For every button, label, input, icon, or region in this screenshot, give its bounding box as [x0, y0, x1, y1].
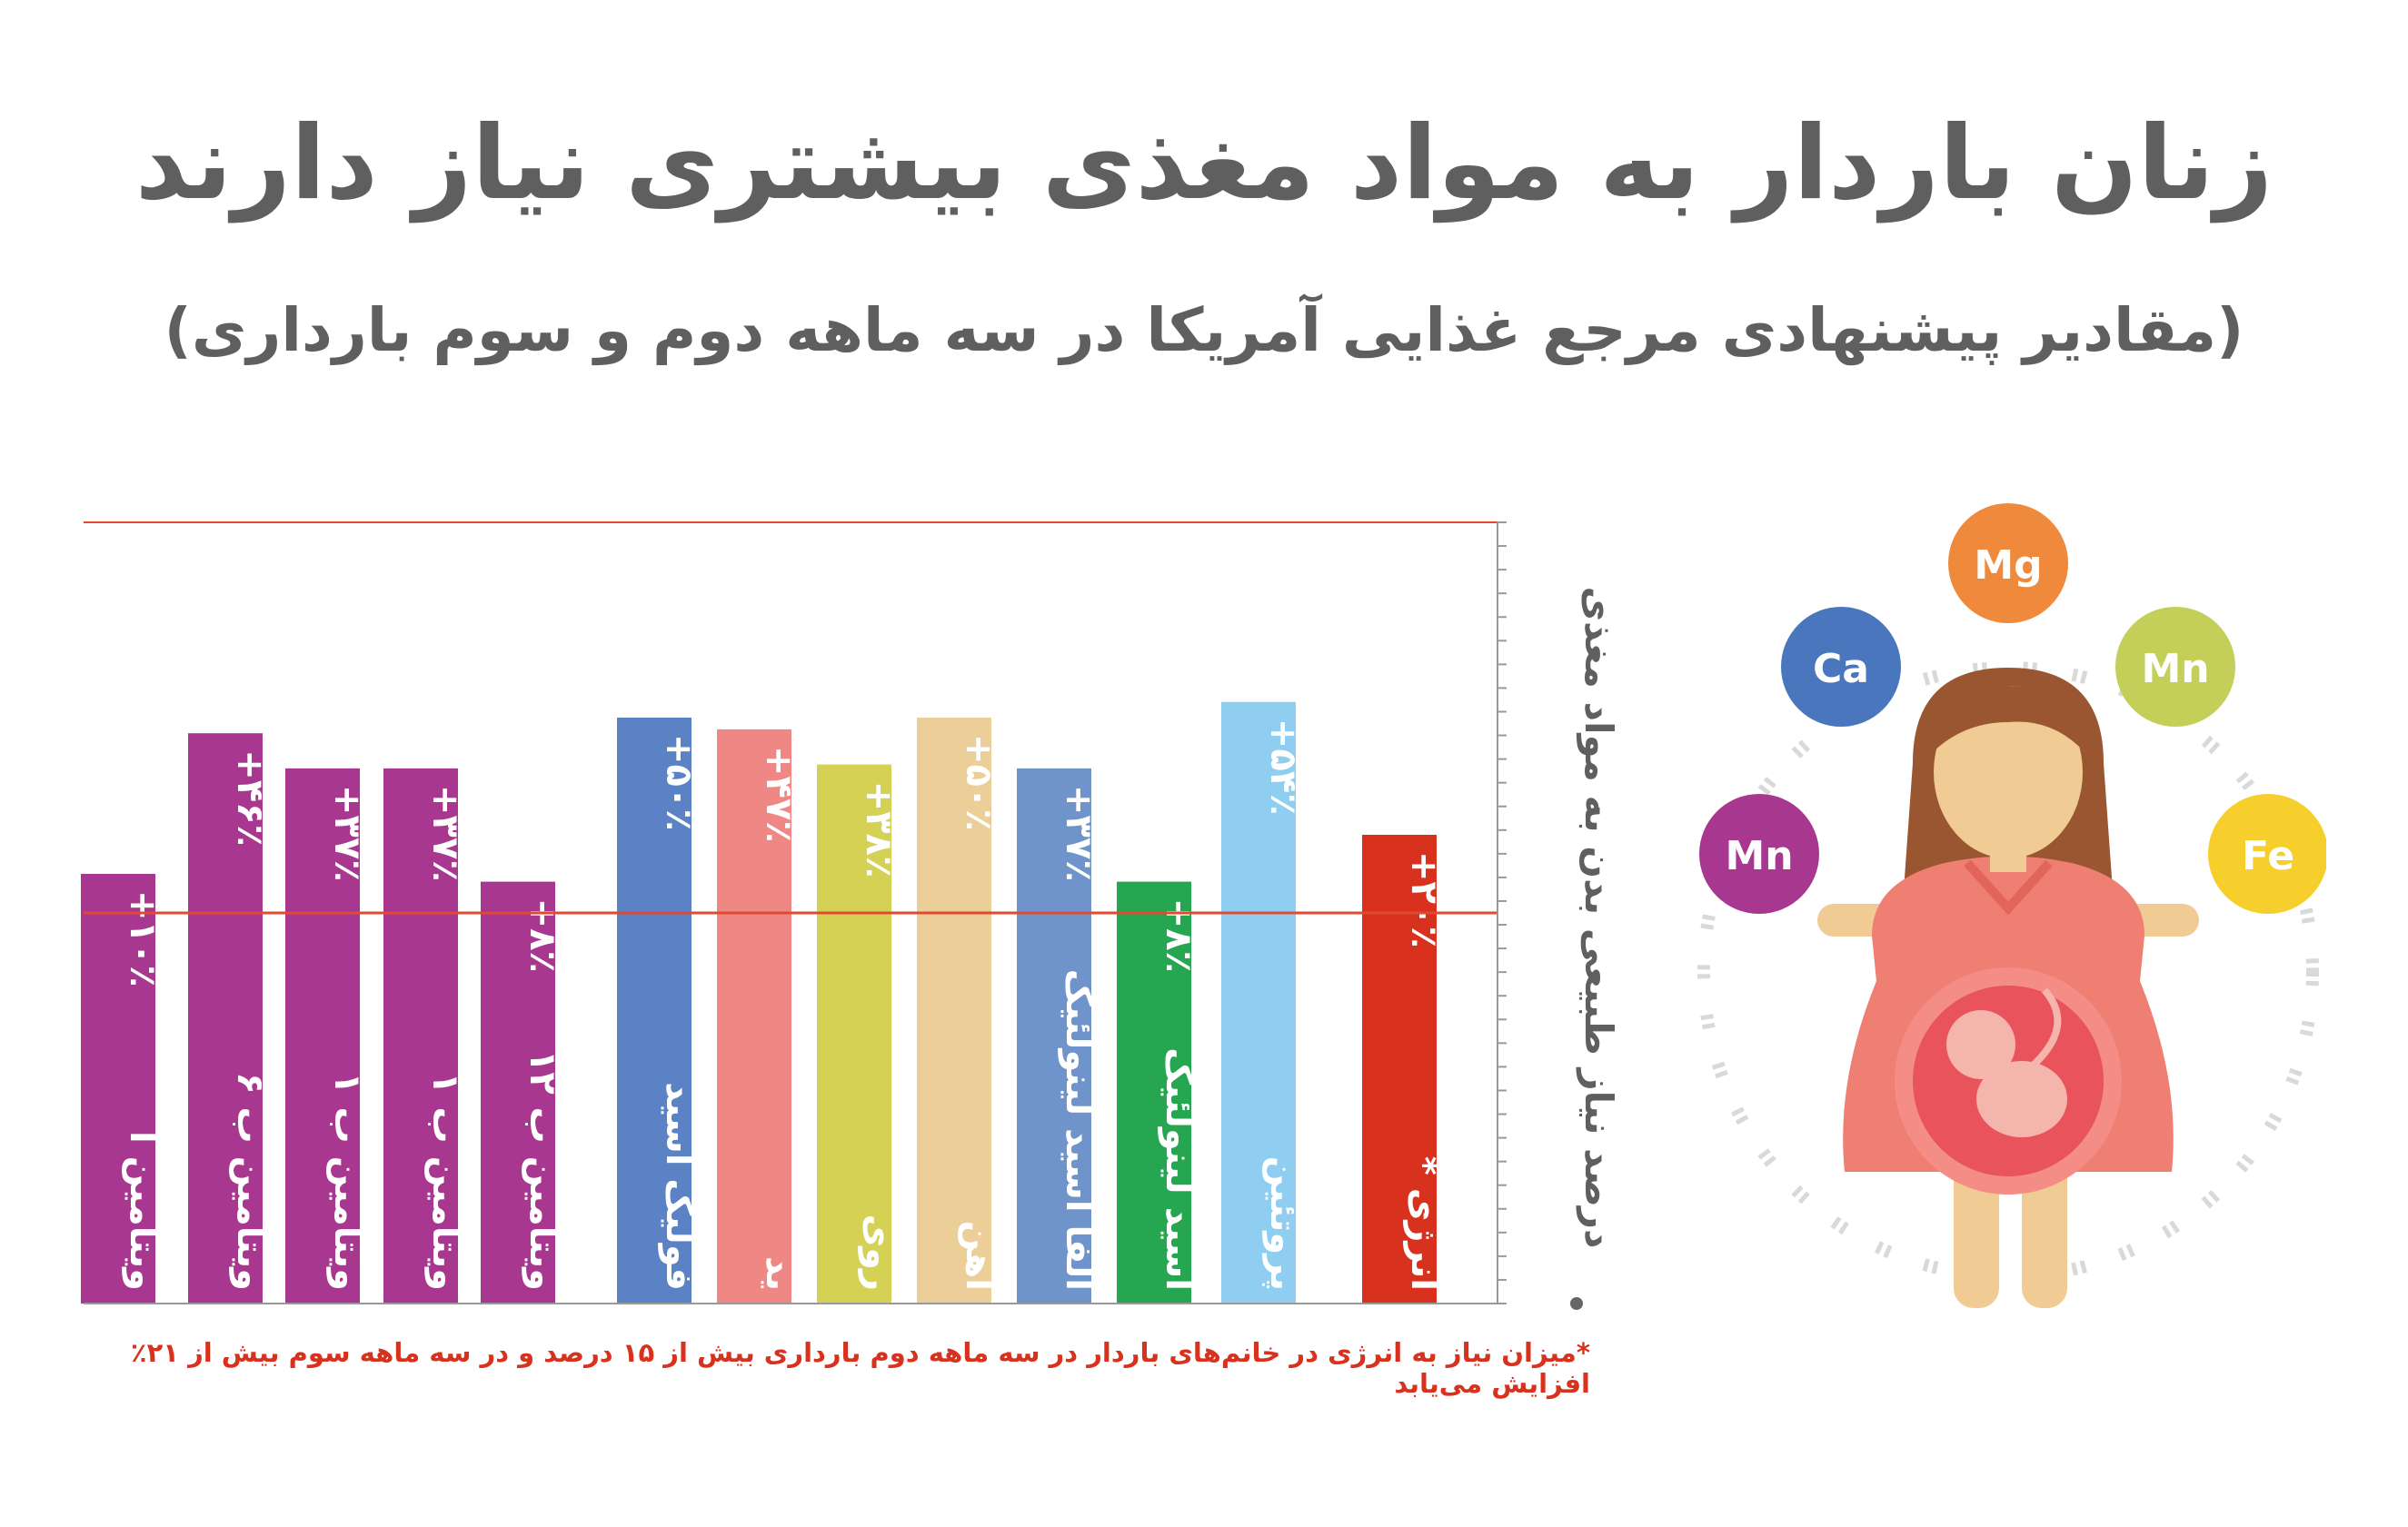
bar [481, 881, 555, 1304]
axis-label-dot [1570, 1297, 1583, 1310]
footnote: *میزان نیاز به انرژی در خانم‌های باردار … [130, 1337, 1590, 1399]
bar-value-label: +۳۷٪ [326, 785, 368, 882]
mineral-node [2208, 794, 2326, 914]
pregnant-woman-illustration: Mg Ca Mn Mn Fe [1697, 503, 2326, 1308]
bar-category-label: فولیک اسید [658, 1082, 700, 1291]
bar-category-label: * انرژی [1403, 1156, 1445, 1291]
bar-category-label: ویتامین آ [122, 1130, 166, 1291]
dress-collar [1964, 859, 2053, 916]
bar [383, 768, 458, 1304]
bar-category-label: ویتامین ب ۱ [424, 1072, 466, 1291]
bar-value-label: +۳۷٪ [1058, 785, 1100, 882]
mineral-label: Ca [1813, 646, 1869, 692]
bar-value-label: +۴۷٪ [758, 746, 800, 843]
baby-body [1976, 1061, 2067, 1137]
bar-value-label: +۳۸٪ [858, 781, 900, 878]
umbilical-cord [2028, 987, 2062, 1070]
bar-value-label: +۳۷٪ [424, 785, 466, 882]
baby-head [1946, 1010, 2015, 1079]
mineral-label: Mg [1974, 542, 2042, 589]
bar-category-label: ید [758, 1256, 800, 1291]
bar [81, 874, 155, 1304]
bar-category-label: اسید لینولئیک [1158, 1047, 1199, 1291]
bar [188, 733, 263, 1304]
bar [1221, 701, 1296, 1304]
bar [285, 768, 360, 1304]
chart-bars: +۱۰٪ ویتامین آ +۴۶٪ ویتامین ب ۶ +۳۷٪ ویتامین … [81, 701, 1498, 1304]
bar [717, 729, 791, 1304]
bar [817, 764, 891, 1304]
bar-category-label: روی [858, 1214, 900, 1291]
bar [617, 718, 692, 1304]
mineral-node [1699, 794, 1819, 914]
bar-category-label: ویتامین ب ۱ [326, 1072, 368, 1291]
bar-value-label: +۲۰٪ [1403, 851, 1445, 948]
bar [1017, 768, 1091, 1304]
chart-axis [84, 521, 1583, 1310]
hair-bangs [1931, 685, 2086, 754]
bar-category-label: ویتامین ب ۶ [229, 1072, 271, 1291]
bar-value-label: +۸٪ [522, 898, 563, 973]
mineral-label: Mn [2141, 646, 2209, 692]
bar-category-label: ویتامین ب ۱۲ [522, 1050, 563, 1291]
bar [1117, 881, 1191, 1304]
bar-value-label: +۴۶٪ [229, 749, 271, 847]
bar-category-label: آلفا اسید لینولئیک [1058, 969, 1102, 1293]
mineral-label: Fe [2242, 833, 2294, 879]
y-axis-label: درصد نیاز طبیعی بدن به مواد مغذی [1576, 586, 1621, 1248]
bar-value-label: +۸٪ [1158, 898, 1199, 973]
face [1934, 686, 2083, 858]
bar-value-label: +۵۰٪ [658, 734, 700, 831]
mineral-node [2115, 607, 2235, 727]
page-subtitle: (مقادیر پیشنهادی مرجع غذایی آمریکا در سه… [164, 295, 2244, 365]
orbit-ring [1697, 661, 2319, 1283]
bar-value-label: +۵۰٪ [958, 734, 1000, 831]
bar [917, 718, 991, 1304]
bar-value-label: +۱۰٪ [122, 890, 164, 987]
bar-category-label: پروتئین [1262, 1156, 1304, 1291]
bar-value-label: +۵۴٪ [1262, 719, 1304, 816]
mineral-node [1781, 607, 1901, 727]
mineral-label: Mn [1725, 833, 1793, 879]
page-title: زنان باردار به مواد مغذی بیشتری نیاز دار… [134, 104, 2274, 223]
mineral-node [1948, 503, 2068, 623]
bar-category-label: آهن [958, 1221, 1002, 1293]
mineral-nodes: Mg Ca Mn Mn Fe [1699, 503, 2326, 914]
